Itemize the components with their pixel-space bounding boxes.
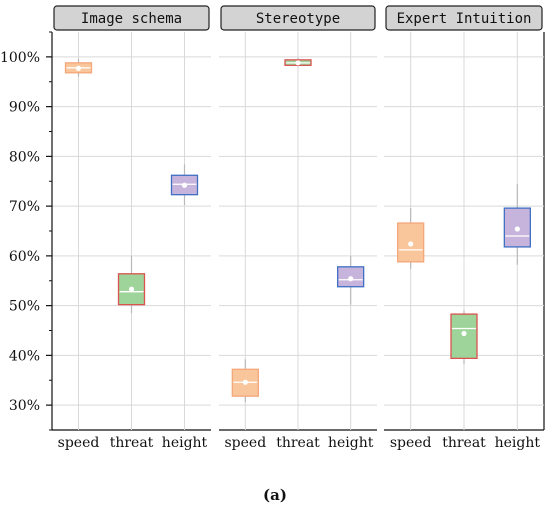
y-tick-label: 40% bbox=[9, 348, 40, 364]
category-label: threat bbox=[110, 435, 154, 451]
panel-title: Expert Intuition bbox=[397, 11, 532, 27]
grid-layer bbox=[52, 32, 544, 430]
y-axis: 30% 40% 50% 60% 70% 80% 90% 100% bbox=[0, 31, 53, 431]
mean-marker bbox=[295, 60, 301, 66]
category-label: threat bbox=[442, 435, 486, 451]
box-height bbox=[337, 255, 365, 305]
category-label: threat bbox=[276, 435, 320, 451]
category-label: speed bbox=[390, 435, 432, 451]
box-speed bbox=[231, 359, 259, 403]
category-label: height bbox=[495, 435, 541, 451]
panel-title: Image schema bbox=[81, 11, 182, 27]
y-tick-label: 100% bbox=[0, 50, 40, 66]
category-label: height bbox=[162, 435, 208, 451]
mean-marker bbox=[408, 241, 414, 247]
category-label: height bbox=[328, 435, 374, 451]
mean-marker bbox=[128, 286, 135, 292]
y-tick-label: 60% bbox=[9, 249, 40, 265]
y-tick-label: 80% bbox=[9, 149, 40, 165]
box-iqr bbox=[450, 313, 478, 360]
panel-title-bar bbox=[220, 5, 376, 31]
box-speed bbox=[64, 58, 93, 77]
y-tick-label: 70% bbox=[9, 199, 40, 215]
box-height bbox=[503, 184, 531, 265]
mean-marker bbox=[242, 379, 248, 385]
y-tick-label: 90% bbox=[9, 100, 40, 116]
panel-title: Stereotype bbox=[256, 11, 340, 27]
mean-marker bbox=[461, 330, 467, 337]
panel-title-bar bbox=[385, 5, 543, 31]
mean-marker bbox=[514, 226, 520, 232]
box-height bbox=[170, 164, 199, 206]
box-speed bbox=[397, 208, 425, 269]
mean-marker bbox=[75, 65, 82, 71]
category-label: speed bbox=[224, 435, 266, 451]
box-threat bbox=[450, 310, 478, 365]
category-labels: speed threat height speed threat height speed t… bbox=[58, 435, 541, 451]
figure-caption: (a) bbox=[263, 486, 287, 504]
box-layer bbox=[64, 57, 531, 403]
y-tick-label: 30% bbox=[9, 398, 40, 414]
mean-marker bbox=[348, 276, 354, 282]
box-threat bbox=[117, 255, 146, 314]
panel-titles: Image schema Stereotype Expert Intuition bbox=[53, 5, 543, 31]
mean-marker bbox=[181, 182, 188, 188]
panel-title-bar bbox=[53, 5, 210, 31]
category-label: speed bbox=[58, 435, 100, 451]
y-tick-label: 50% bbox=[9, 299, 40, 315]
box-threat bbox=[284, 57, 312, 67]
